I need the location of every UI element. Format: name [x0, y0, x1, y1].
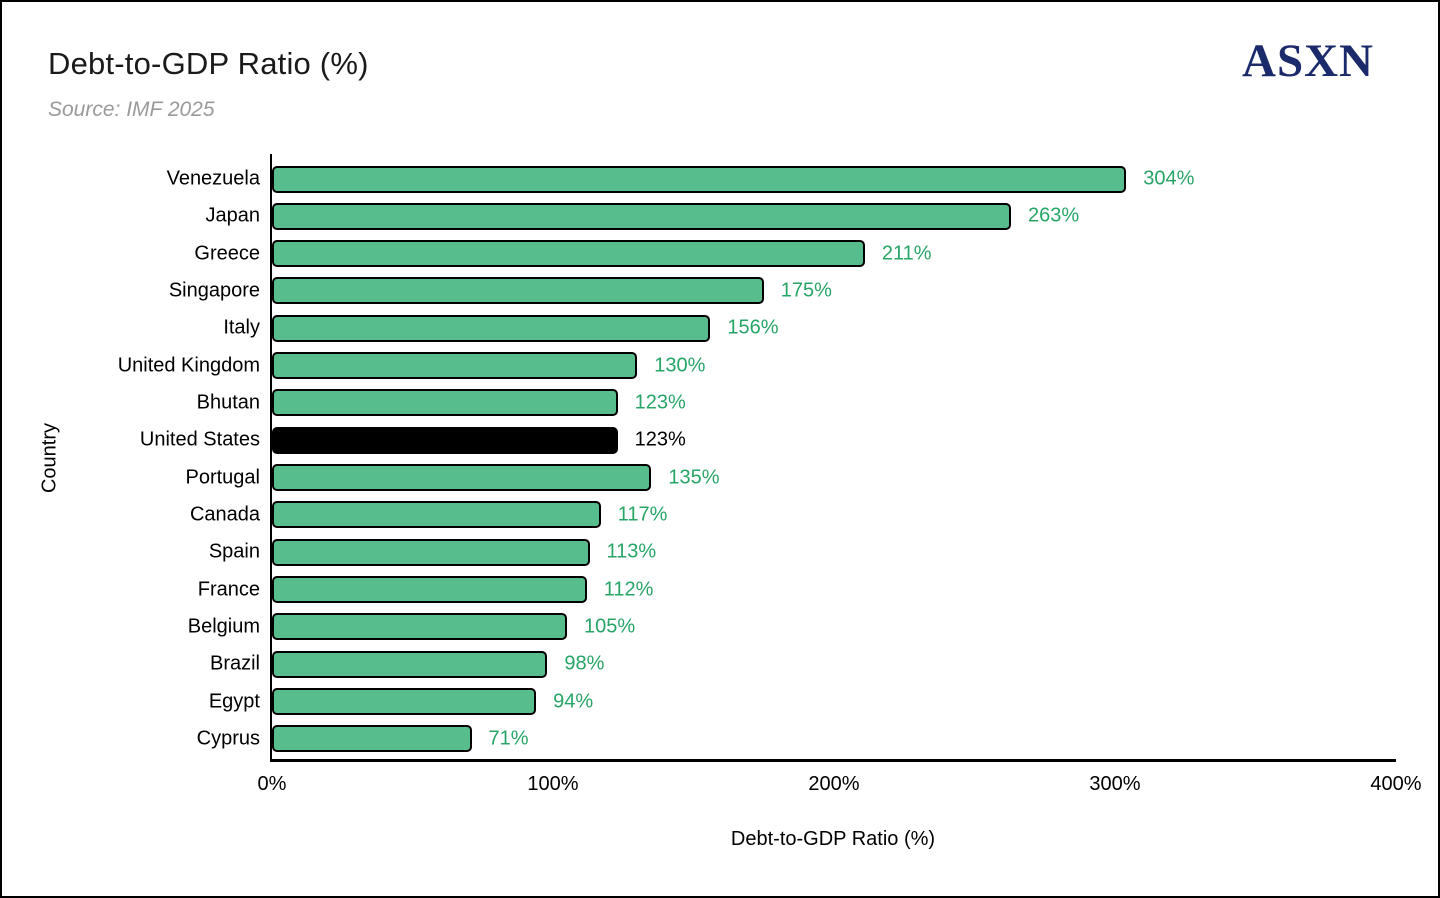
country-label: Brazil — [209, 652, 260, 675]
country-label: Bhutan — [196, 391, 260, 414]
bar — [272, 538, 590, 566]
bar — [272, 314, 711, 342]
bar — [272, 202, 1012, 230]
plot-area: Venezuela 304% Japan 263% Greece 211% Singapor… — [118, 154, 1422, 795]
country-label: Portugal — [185, 466, 261, 489]
bar — [272, 501, 601, 529]
bar — [272, 688, 537, 716]
value-label: 123% — [634, 391, 686, 414]
value-label: 263% — [1028, 204, 1080, 227]
value-label: 113% — [606, 540, 657, 563]
value-label: 123% — [634, 428, 686, 451]
country-label: Spain — [208, 540, 260, 563]
country-label: Italy — [223, 316, 260, 339]
x-tick-label: 0% — [257, 773, 287, 795]
bar — [272, 464, 652, 492]
country-label: Greece — [194, 242, 260, 265]
country-label: United States — [139, 428, 260, 451]
bar — [272, 650, 548, 678]
bar — [272, 576, 587, 604]
country-label: Venezuela — [166, 167, 260, 190]
x-tick-label: 400% — [1370, 773, 1422, 795]
x-tick-label: 300% — [1089, 773, 1141, 795]
value-label: 117% — [617, 503, 668, 526]
country-label: Canada — [189, 503, 260, 526]
x-tick-label: 200% — [808, 773, 860, 795]
country-label: Singapore — [168, 279, 260, 302]
country-label: Belgium — [187, 615, 260, 638]
country-label: United Kingdom — [117, 354, 260, 377]
value-label: 135% — [668, 466, 720, 489]
value-label: 156% — [727, 316, 779, 339]
country-label: Cyprus — [196, 727, 260, 750]
bar — [272, 240, 865, 268]
bar-highlighted — [272, 426, 618, 454]
x-tick-label: 100% — [527, 773, 579, 795]
x-axis-title: Debt-to-GDP Ratio (%) — [730, 828, 936, 850]
bar — [272, 725, 472, 753]
y-axis-title: Country — [38, 422, 61, 494]
chart-source-subtitle: Source: IMF 2025 — [48, 98, 215, 121]
chart-title: Debt-to-GDP Ratio (%) — [48, 46, 369, 81]
country-label: France — [197, 578, 260, 601]
country-label: Egypt — [208, 690, 260, 713]
bar — [272, 389, 618, 417]
value-label: 98% — [564, 652, 605, 675]
value-label: 304% — [1143, 167, 1195, 190]
country-label: Japan — [205, 204, 261, 227]
bar — [272, 277, 764, 305]
bar — [272, 352, 638, 380]
value-label: 130% — [654, 354, 706, 377]
value-label: 94% — [553, 690, 594, 713]
value-label: 211% — [881, 242, 932, 265]
value-label: 105% — [584, 615, 636, 638]
value-label: 175% — [780, 279, 832, 302]
asxn-logo: ASXN — [1242, 35, 1374, 87]
value-label: 112% — [603, 578, 654, 601]
bar — [272, 165, 1127, 193]
bar — [272, 613, 568, 641]
value-label: 71% — [488, 727, 529, 750]
